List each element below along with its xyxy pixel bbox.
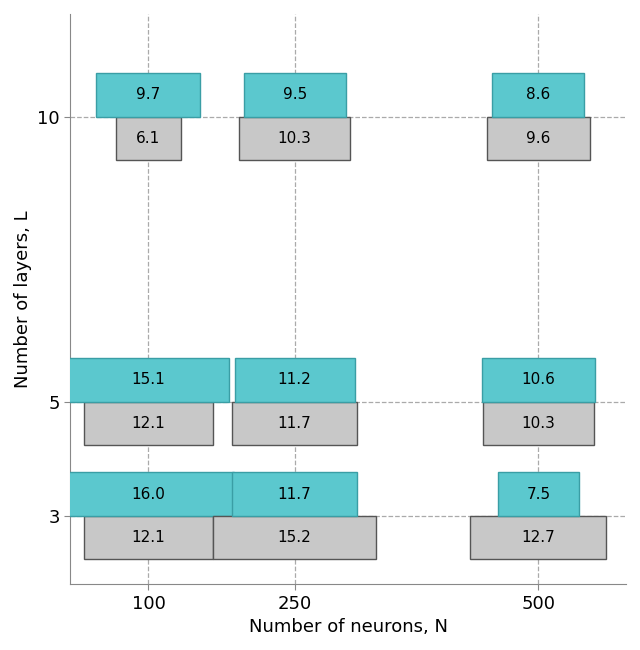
Text: 7.5: 7.5 xyxy=(526,487,550,502)
Y-axis label: Number of layers, L: Number of layers, L xyxy=(14,210,32,388)
Text: 10.6: 10.6 xyxy=(522,372,556,387)
Bar xyxy=(498,473,579,515)
Text: 8.6: 8.6 xyxy=(526,87,550,102)
Text: 9.7: 9.7 xyxy=(136,87,161,102)
Text: 12.1: 12.1 xyxy=(132,530,165,545)
Text: 12.1: 12.1 xyxy=(132,416,165,431)
Bar xyxy=(63,473,234,515)
Bar xyxy=(84,402,213,445)
Text: 10.3: 10.3 xyxy=(522,416,556,431)
X-axis label: Number of neurons, N: Number of neurons, N xyxy=(249,618,448,636)
Bar xyxy=(239,116,350,160)
Bar xyxy=(213,515,376,559)
Text: 6.1: 6.1 xyxy=(136,131,161,146)
Bar xyxy=(481,358,595,402)
Text: 9.6: 9.6 xyxy=(526,131,550,146)
Bar xyxy=(235,358,355,402)
Bar xyxy=(483,402,594,445)
Text: 12.7: 12.7 xyxy=(522,530,556,545)
Bar xyxy=(492,73,584,116)
Text: 11.7: 11.7 xyxy=(278,487,312,502)
Text: 10.3: 10.3 xyxy=(278,131,312,146)
Bar xyxy=(487,116,590,160)
Text: 11.2: 11.2 xyxy=(278,372,312,387)
Bar xyxy=(116,116,181,160)
Text: 11.7: 11.7 xyxy=(278,416,312,431)
Text: 9.5: 9.5 xyxy=(283,87,307,102)
Bar xyxy=(67,358,229,402)
Bar xyxy=(232,402,357,445)
Bar xyxy=(232,473,357,515)
Text: 15.2: 15.2 xyxy=(278,530,312,545)
Bar xyxy=(470,515,607,559)
Bar xyxy=(84,515,213,559)
Bar xyxy=(97,73,200,116)
Text: 15.1: 15.1 xyxy=(132,372,165,387)
Text: 16.0: 16.0 xyxy=(132,487,165,502)
Bar xyxy=(244,73,346,116)
